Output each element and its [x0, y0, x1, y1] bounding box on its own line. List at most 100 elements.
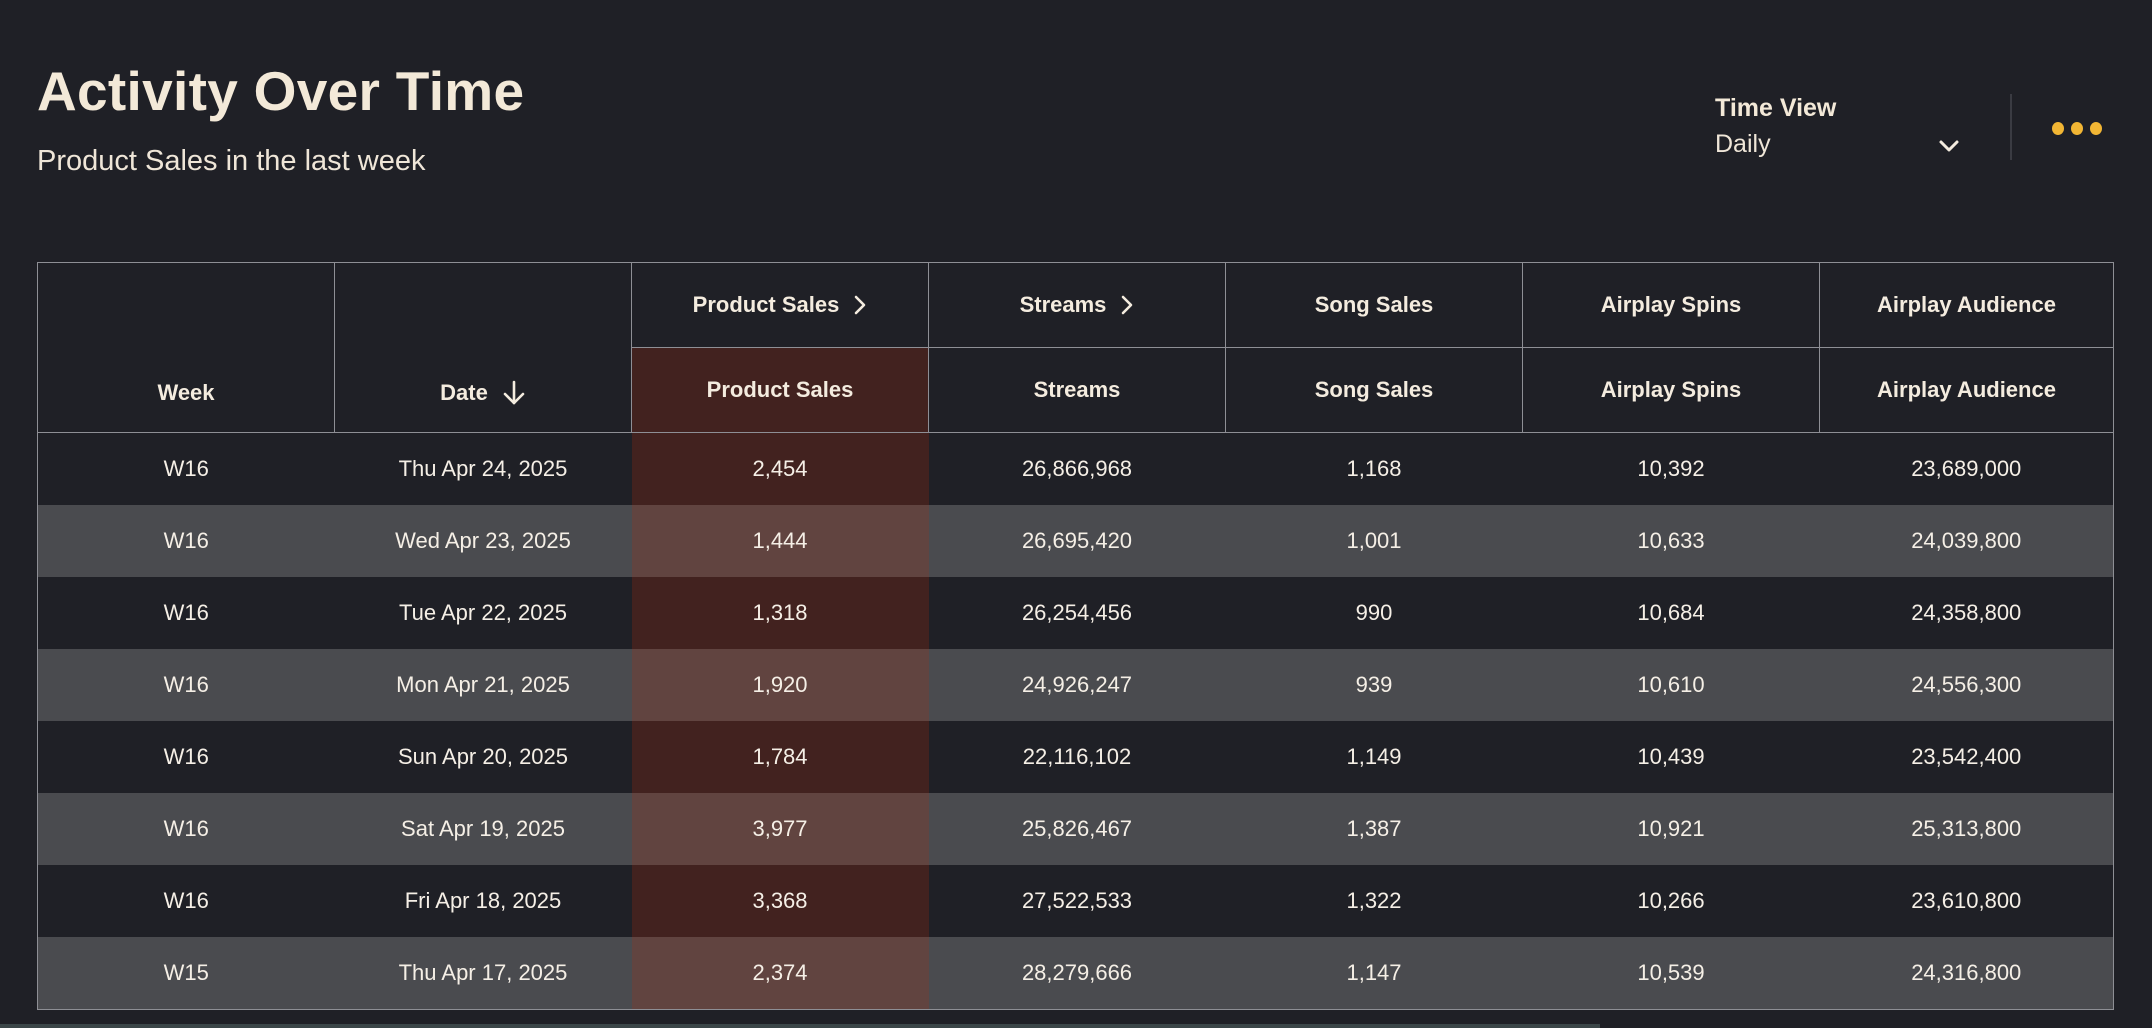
cell-product-sales: 1,444 [631, 505, 929, 577]
dot [2090, 121, 2102, 135]
group-header-airplay-audience: Airplay Audience [1819, 262, 2114, 348]
cell-streams: 27,522,533 [928, 865, 1226, 937]
group-header-label: Airplay Spins [1600, 292, 1742, 317]
cell-airplay-spins: 10,266 [1522, 865, 1820, 937]
column-header-label: Date [440, 380, 488, 405]
cell-date: Sun Apr 20, 2025 [334, 721, 632, 793]
group-header-label: Song Sales [1314, 292, 1434, 317]
table-row: W16 Wed Apr 23, 2025 1,444 26,695,420 1,… [37, 505, 2114, 577]
cell-song-sales: 1,001 [1225, 505, 1523, 577]
cell-airplay-spins: 10,439 [1522, 721, 1820, 793]
group-header-airplay-spins: Airplay Spins [1522, 262, 1820, 348]
group-header-product-sales[interactable]: Product Sales [631, 262, 929, 348]
cell-week: W16 [37, 432, 335, 505]
cell-airplay-audience: 24,316,800 [1819, 937, 2114, 1010]
column-header-label: Airplay Audience [1877, 377, 2056, 402]
cell-airplay-audience: 24,556,300 [1819, 649, 2114, 721]
dot [2071, 121, 2083, 135]
cell-song-sales: 990 [1225, 577, 1523, 649]
column-header-label: Airplay Spins [1600, 377, 1742, 402]
cell-week: W16 [37, 649, 335, 721]
cell-date: Tue Apr 22, 2025 [334, 577, 632, 649]
arrow-down-icon[interactable] [502, 380, 526, 406]
cell-product-sales: 1,920 [631, 649, 929, 721]
cell-song-sales: 1,387 [1225, 793, 1523, 865]
chevron-right-icon[interactable] [1120, 294, 1134, 316]
cell-date: Wed Apr 23, 2025 [334, 505, 632, 577]
table-row: W16 Sun Apr 20, 2025 1,784 22,116,102 1,… [37, 721, 2114, 793]
cell-week: W16 [37, 793, 335, 865]
activity-table: Week Date Product Sales [37, 262, 2114, 1010]
cell-streams: 22,116,102 [928, 721, 1226, 793]
cell-airplay-audience: 24,358,800 [1819, 577, 2114, 649]
group-header-streams[interactable]: Streams [928, 262, 1226, 348]
cell-song-sales: 1,147 [1225, 937, 1523, 1010]
column-header-label: Week [157, 380, 215, 405]
cell-date: Thu Apr 24, 2025 [334, 432, 632, 505]
cell-product-sales: 3,368 [631, 865, 929, 937]
group-header-song-sales: Song Sales [1225, 262, 1523, 348]
cell-song-sales: 1,168 [1225, 432, 1523, 505]
column-header-airplay-spins[interactable]: Airplay Spins [1522, 347, 1820, 433]
group-header-label: Airplay Audience [1877, 292, 2056, 317]
column-header-label: Product Sales [706, 377, 854, 402]
cell-streams: 25,826,467 [928, 793, 1226, 865]
table-body: W16 Thu Apr 24, 2025 2,454 26,866,968 1,… [37, 432, 2114, 1010]
cell-airplay-spins: 10,392 [1522, 432, 1820, 505]
cell-week: W16 [37, 577, 335, 649]
table-row: W16 Mon Apr 21, 2025 1,920 24,926,247 93… [37, 649, 2114, 721]
cell-song-sales: 1,149 [1225, 721, 1523, 793]
cell-streams: 26,254,456 [928, 577, 1226, 649]
cell-streams: 28,279,666 [928, 937, 1226, 1010]
cell-streams: 26,866,968 [928, 432, 1226, 505]
time-view-select[interactable]: Daily [1715, 130, 1771, 158]
page-title: Activity Over Time [37, 60, 525, 122]
cell-product-sales: 2,374 [631, 937, 929, 1010]
cell-airplay-audience: 23,542,400 [1819, 721, 2114, 793]
cell-airplay-audience: 24,039,800 [1819, 505, 2114, 577]
divider [2010, 94, 2012, 160]
cell-airplay-spins: 10,539 [1522, 937, 1820, 1010]
column-header-label: Streams [1033, 377, 1121, 402]
table-row: W16 Fri Apr 18, 2025 3,368 27,522,533 1,… [37, 865, 2114, 937]
table-row: W16 Sat Apr 19, 2025 3,977 25,826,467 1,… [37, 793, 2114, 865]
cell-product-sales: 3,977 [631, 793, 929, 865]
chevron-right-icon[interactable] [853, 294, 867, 316]
column-header-week[interactable]: Week [37, 262, 335, 433]
cell-song-sales: 939 [1225, 649, 1523, 721]
column-header-song-sales[interactable]: Song Sales [1225, 347, 1523, 433]
table-row: W16 Thu Apr 24, 2025 2,454 26,866,968 1,… [37, 432, 2114, 505]
more-dots-icon[interactable] [2052, 120, 2102, 136]
cell-product-sales: 2,454 [631, 432, 929, 505]
cell-airplay-audience: 23,689,000 [1819, 432, 2114, 505]
header-controls: Time View Daily [1715, 92, 2102, 164]
column-header-date[interactable]: Date [334, 262, 632, 433]
cell-airplay-spins: 10,610 [1522, 649, 1820, 721]
column-header-label: Song Sales [1314, 377, 1434, 402]
cell-week: W16 [37, 505, 335, 577]
column-header-product-sales[interactable]: Product Sales [631, 347, 929, 433]
table-row: W15 Thu Apr 17, 2025 2,374 28,279,666 1,… [37, 937, 2114, 1010]
cell-song-sales: 1,322 [1225, 865, 1523, 937]
column-header-airplay-audience[interactable]: Airplay Audience [1819, 347, 2114, 433]
cell-week: W15 [37, 937, 335, 1010]
page-subtitle: Product Sales in the last week [37, 145, 426, 177]
column-header-streams[interactable]: Streams [928, 347, 1226, 433]
cell-airplay-spins: 10,633 [1522, 505, 1820, 577]
time-view-label: Time View [1715, 94, 1837, 122]
cell-airplay-spins: 10,921 [1522, 793, 1820, 865]
horizontal-scrollbar[interactable] [0, 1024, 1600, 1028]
chevron-down-icon[interactable] [1935, 132, 1963, 160]
group-header-label: Product Sales [692, 292, 840, 317]
cell-streams: 26,695,420 [928, 505, 1226, 577]
dot [2052, 121, 2064, 135]
group-header-label: Streams [1019, 292, 1107, 317]
cell-week: W16 [37, 865, 335, 937]
cell-date: Sat Apr 19, 2025 [334, 793, 632, 865]
cell-airplay-audience: 25,313,800 [1819, 793, 2114, 865]
cell-date: Fri Apr 18, 2025 [334, 865, 632, 937]
cell-airplay-audience: 23,610,800 [1819, 865, 2114, 937]
cell-streams: 24,926,247 [928, 649, 1226, 721]
cell-airplay-spins: 10,684 [1522, 577, 1820, 649]
cell-product-sales: 1,318 [631, 577, 929, 649]
